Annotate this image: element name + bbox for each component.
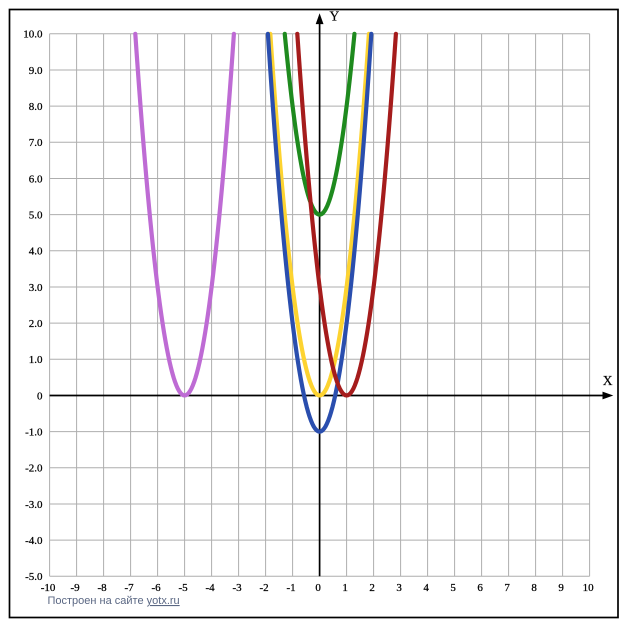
svg-text:0: 0: [315, 582, 321, 594]
svg-text:6: 6: [477, 582, 483, 594]
svg-text:5.0: 5.0: [29, 210, 43, 222]
svg-text:-3.0: -3.0: [25, 499, 43, 511]
svg-text:9: 9: [558, 582, 564, 594]
svg-text:0: 0: [37, 390, 43, 402]
svg-text:7: 7: [504, 582, 510, 594]
svg-text:-2: -2: [260, 582, 269, 594]
svg-text:5: 5: [450, 582, 456, 594]
svg-text:-9: -9: [71, 582, 81, 594]
svg-text:10: 10: [583, 582, 595, 594]
svg-text:-7: -7: [125, 582, 135, 594]
svg-text:2.0: 2.0: [29, 318, 43, 330]
svg-text:Построен на сайте yotx.ru: Построен на сайте yotx.ru: [48, 595, 180, 607]
svg-text:3.0: 3.0: [29, 282, 43, 294]
svg-text:4.0: 4.0: [29, 246, 43, 258]
svg-text:8: 8: [531, 582, 537, 594]
svg-text:-6: -6: [152, 582, 162, 594]
svg-text:-1: -1: [287, 582, 296, 594]
svg-text:10.0: 10.0: [23, 29, 43, 41]
svg-text:X: X: [603, 373, 613, 388]
svg-text:-4.0: -4.0: [25, 535, 43, 547]
svg-text:6.0: 6.0: [29, 173, 43, 185]
svg-text:-4: -4: [206, 582, 216, 594]
svg-text:-5: -5: [179, 582, 189, 594]
svg-text:4: 4: [423, 582, 429, 594]
svg-text:7.0: 7.0: [29, 137, 43, 149]
svg-text:9.0: 9.0: [29, 65, 43, 77]
svg-text:-1.0: -1.0: [25, 427, 43, 439]
svg-text:-2.0: -2.0: [25, 463, 43, 475]
svg-text:-8: -8: [98, 582, 108, 594]
svg-text:1.0: 1.0: [29, 354, 43, 366]
svg-text:3: 3: [396, 582, 402, 594]
svg-text:-10: -10: [41, 582, 56, 594]
svg-text:Y: Y: [330, 9, 340, 24]
svg-text:-5.0: -5.0: [25, 571, 43, 583]
svg-text:8.0: 8.0: [29, 101, 43, 113]
svg-text:1: 1: [342, 582, 348, 594]
svg-text:2: 2: [369, 582, 375, 594]
svg-text:-3: -3: [233, 582, 243, 594]
